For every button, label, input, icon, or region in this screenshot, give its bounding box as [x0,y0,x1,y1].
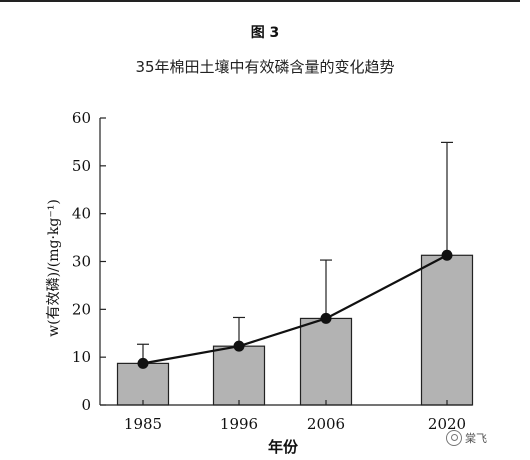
bar-2006 [299,317,353,406]
y-tick-label-60: 60 [72,109,91,127]
wechat-icon [446,430,462,446]
top-rule [0,0,520,2]
x-tick-label-1996: 1996 [220,415,258,433]
bars-group [116,254,474,406]
y-axis-title: w(有效磷)/(mg·kg⁻¹) [46,199,62,337]
watermark: 棠飞 [446,430,487,446]
point-2006 [320,312,332,324]
point-1996 [233,340,245,352]
y-tick-label-30: 30 [72,253,91,271]
x-tick-label-1985: 1985 [124,415,162,433]
y-tick-label-40: 40 [72,205,91,223]
x-tick-label-2020: 2020 [428,415,466,433]
watermark-text: 棠飞 [465,432,487,445]
trend-line-group [137,249,453,369]
x-ticks-group: 1985 1996 2006 2020 [124,400,466,433]
error-bars-group [137,141,453,364]
y-tick-label-10: 10 [72,348,91,366]
y-tick-label-20: 20 [72,300,91,318]
y-tick-label-50: 50 [72,157,91,175]
x-tick-label-2006: 2006 [307,415,345,433]
chart-title: 35年棉田土壤中有效磷含量的变化趋势 [135,58,395,76]
y-tick-label-0: 0 [81,396,91,414]
bar-2020 [420,254,474,406]
y-ticks-group: 0 10 20 30 40 50 60 [72,109,106,414]
trend-line [142,254,448,365]
point-2020 [441,249,453,261]
x-axis-title: 年份 [268,438,299,456]
bar-1996 [212,345,266,406]
bar-1985 [116,362,170,406]
point-1985 [137,357,149,369]
figure-label: 图 3 [250,25,280,41]
